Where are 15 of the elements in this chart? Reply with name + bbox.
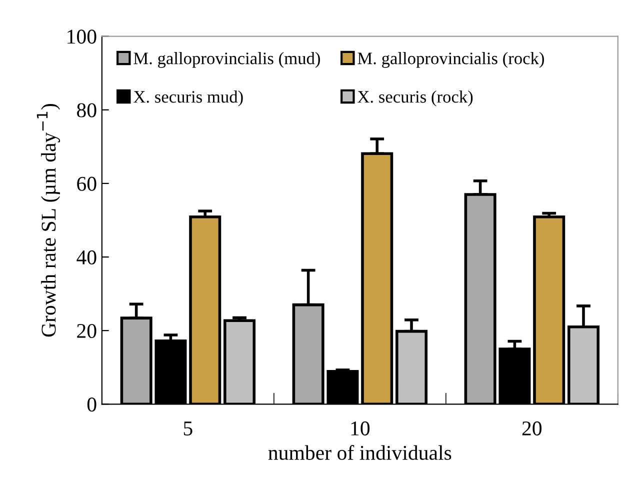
legend-label: X. securis mud) (134, 90, 243, 106)
y-axis-title: Growth rate SL (µm day$^{−1}$) (36, 104, 60, 337)
legend-label: M. galloprovincialis (rock) (358, 52, 544, 68)
y-tick-label: 80 (77, 103, 96, 118)
legend-label: M. galloprovincialis (mud) (134, 52, 320, 68)
x-tick-label: 5 (184, 422, 192, 436)
y-tick-label: 40 (76, 250, 96, 264)
legend-label: X. securis (rock) (358, 90, 473, 106)
x-axis-title: number of individuals (268, 445, 452, 460)
y-tick-label: 0 (87, 398, 96, 412)
y-tick-label: 20 (77, 324, 96, 338)
x-tick-label: 20 (522, 421, 542, 436)
y-tick-label: 100 (68, 30, 96, 44)
x-tick-label: 10 (351, 421, 370, 436)
y-tick-label: 60 (77, 176, 96, 191)
